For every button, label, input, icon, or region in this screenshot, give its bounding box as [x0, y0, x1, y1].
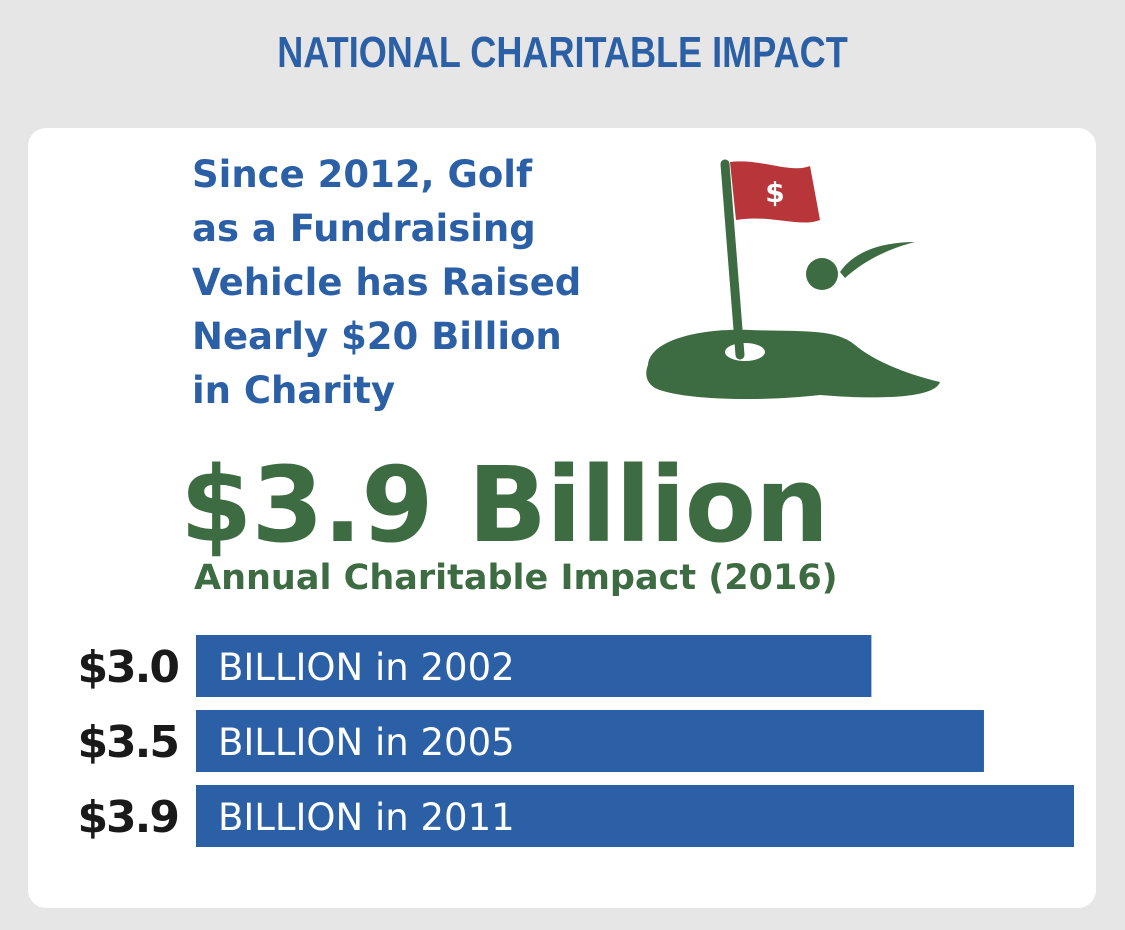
- flag-pole: [720, 159, 745, 360]
- intro-line: Vehicle has Raised: [192, 261, 582, 304]
- putting-green-shape: [646, 329, 940, 400]
- content-card: [28, 128, 1096, 908]
- bar-value-label-2005: $3.5: [77, 717, 178, 768]
- bar-2005: [196, 710, 984, 772]
- headline-value: $3.9 Billion: [180, 444, 829, 566]
- bar-label-2002: BILLION in 2002: [218, 646, 515, 689]
- intro-line: in Charity: [192, 369, 396, 412]
- intro-text: Since 2012, Golf as a Fundraising Vehicl…: [192, 148, 662, 418]
- bar-value-label-2002: $3.0: [77, 642, 178, 693]
- intro-line: as a Fundraising: [192, 207, 536, 250]
- bar-2002: [196, 635, 872, 697]
- golf-flag-icon: $: [646, 159, 940, 400]
- headline-caption: Annual Charitable Impact (2016): [194, 558, 838, 598]
- bar-label-2011: BILLION in 2011: [218, 796, 515, 839]
- bar-label-2005: BILLION in 2005: [218, 721, 515, 764]
- page-title: NATIONAL CHARITABLE IMPACT: [277, 28, 848, 77]
- intro-line: Nearly $20 Billion: [192, 315, 562, 358]
- motion-trail-icon: [840, 242, 915, 278]
- bar-2011: [196, 785, 1074, 847]
- intro-line: Since 2012, Golf: [192, 153, 533, 196]
- flag-icon: [730, 161, 820, 223]
- dollar-icon: $: [765, 176, 784, 209]
- golf-ball-icon: [806, 258, 838, 290]
- bar-value-label-2011: $3.9: [77, 792, 178, 843]
